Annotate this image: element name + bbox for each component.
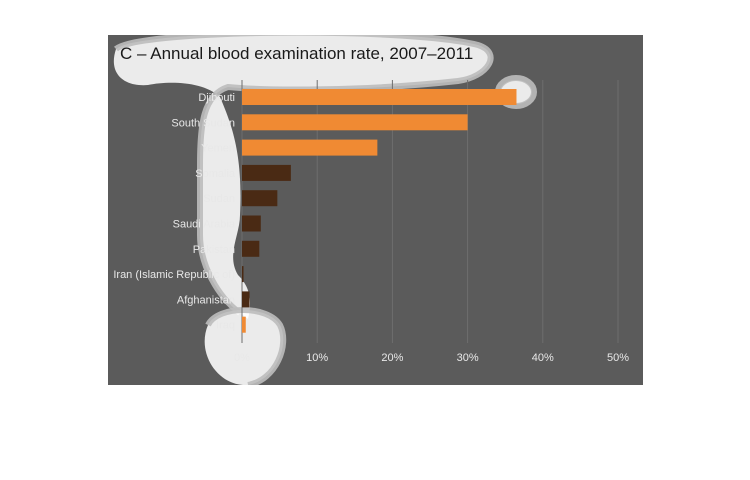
category-label: Yemen [201, 143, 235, 155]
bar-yemen [242, 139, 378, 156]
chart-title: C – Annual blood examination rate, 2007–… [120, 44, 473, 63]
x-tick-label: 0% [234, 352, 250, 364]
category-label: Sudan [203, 193, 235, 205]
bottom-axis-highlight [204, 310, 284, 385]
x-tick-label: 50% [607, 352, 629, 364]
title-halo [113, 35, 494, 316]
category-label: South Sudan [171, 117, 235, 129]
bar-pakistan [242, 240, 260, 257]
category-label: Afghanistan [177, 294, 235, 306]
category-label: Somalia [195, 168, 236, 180]
bar-somalia [242, 164, 291, 181]
bottom-axis-halo [205, 307, 287, 385]
highlight-overlays [113, 35, 537, 385]
category-label: Saudi Arabia [173, 219, 236, 231]
bar-saudi-arabia [242, 215, 261, 232]
x-tick-labels: 0% 10% 20% 30% 40% 50% [234, 352, 629, 364]
category-label: Iran (Islamic Republic of) [113, 269, 235, 281]
bar-afghanistan [242, 291, 250, 308]
blood-examination-rate-chart: Djibouti South Sudan Yemen Somalia Sudan Saud… [113, 35, 629, 385]
x-tick-label: 30% [457, 352, 479, 364]
category-label: Iraq [216, 320, 235, 332]
category-label: Pakistan [193, 244, 235, 256]
bar-djibouti [242, 89, 517, 105]
chart-panel: Djibouti South Sudan Yemen Somalia Sudan Saud… [108, 35, 643, 385]
bar-iran-islamic-republic-of [242, 266, 244, 283]
bars [242, 89, 517, 333]
x-tick-label: 40% [532, 352, 554, 364]
category-label: Djibouti [198, 92, 235, 104]
category-labels: Djibouti South Sudan Yemen Somalia Sudan Saud… [113, 92, 236, 332]
x-tick-label: 20% [381, 352, 403, 364]
bar-south-sudan [242, 114, 468, 131]
bar-sudan [242, 190, 278, 207]
bar-iraq [242, 316, 246, 333]
x-tick-label: 10% [306, 352, 328, 364]
